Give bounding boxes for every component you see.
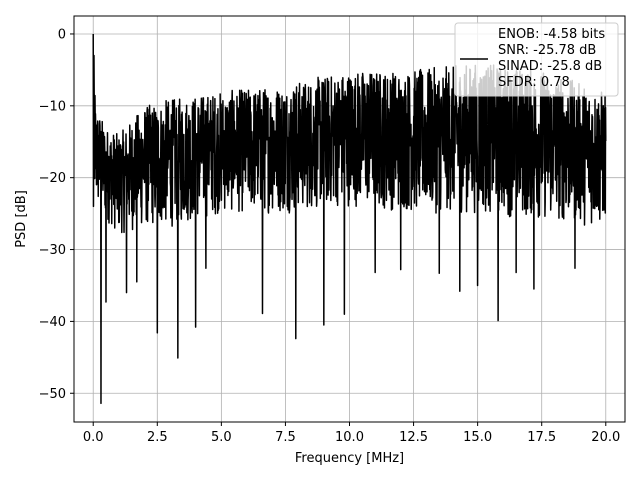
y-tick-label: −30 (39, 243, 66, 258)
x-tick-label: 5.0 (211, 430, 232, 445)
x-tick-label: 12.5 (399, 430, 428, 445)
psd-line (92, 33, 607, 405)
y-axis: 0 −10 −20 −30 −40 −50 (39, 27, 74, 402)
y-tick-label: −50 (39, 387, 66, 402)
legend-text-sinad: SINAD: -25.8 dB (498, 59, 602, 74)
legend-box (454, 22, 619, 97)
x-axis-label: Frequency [MHz] (295, 451, 404, 466)
x-tick-label: 10.0 (335, 430, 364, 445)
y-tick-label: −10 (39, 99, 66, 114)
legend-text-snr: SNR: -25.78 dB (498, 43, 596, 58)
x-tick-label: 2.5 (147, 430, 168, 445)
y-axis-label: PSD [dB] (14, 190, 29, 248)
x-tick-label: 7.5 (275, 430, 296, 445)
legend-text-sfdr: SFDR: 0.78 (498, 75, 570, 90)
x-tick-label: 15.0 (463, 430, 492, 445)
x-tick-label: 20.0 (591, 430, 620, 445)
legend: ENOB: -4.58 bits SNR: -25.78 dB SINAD: -… (454, 22, 619, 97)
legend-text-enob: ENOB: -4.58 bits (498, 27, 605, 42)
x-axis: 0.0 2.5 5.0 7.5 10.0 12.5 15.0 17.5 20.0 (83, 422, 620, 445)
y-tick-label: −20 (39, 171, 66, 186)
x-tick-label: 17.5 (527, 430, 556, 445)
x-tick-label: 0.0 (83, 430, 104, 445)
y-tick-label: 0 (58, 27, 66, 42)
y-tick-label: −40 (39, 315, 66, 330)
plot-area (92, 33, 607, 405)
